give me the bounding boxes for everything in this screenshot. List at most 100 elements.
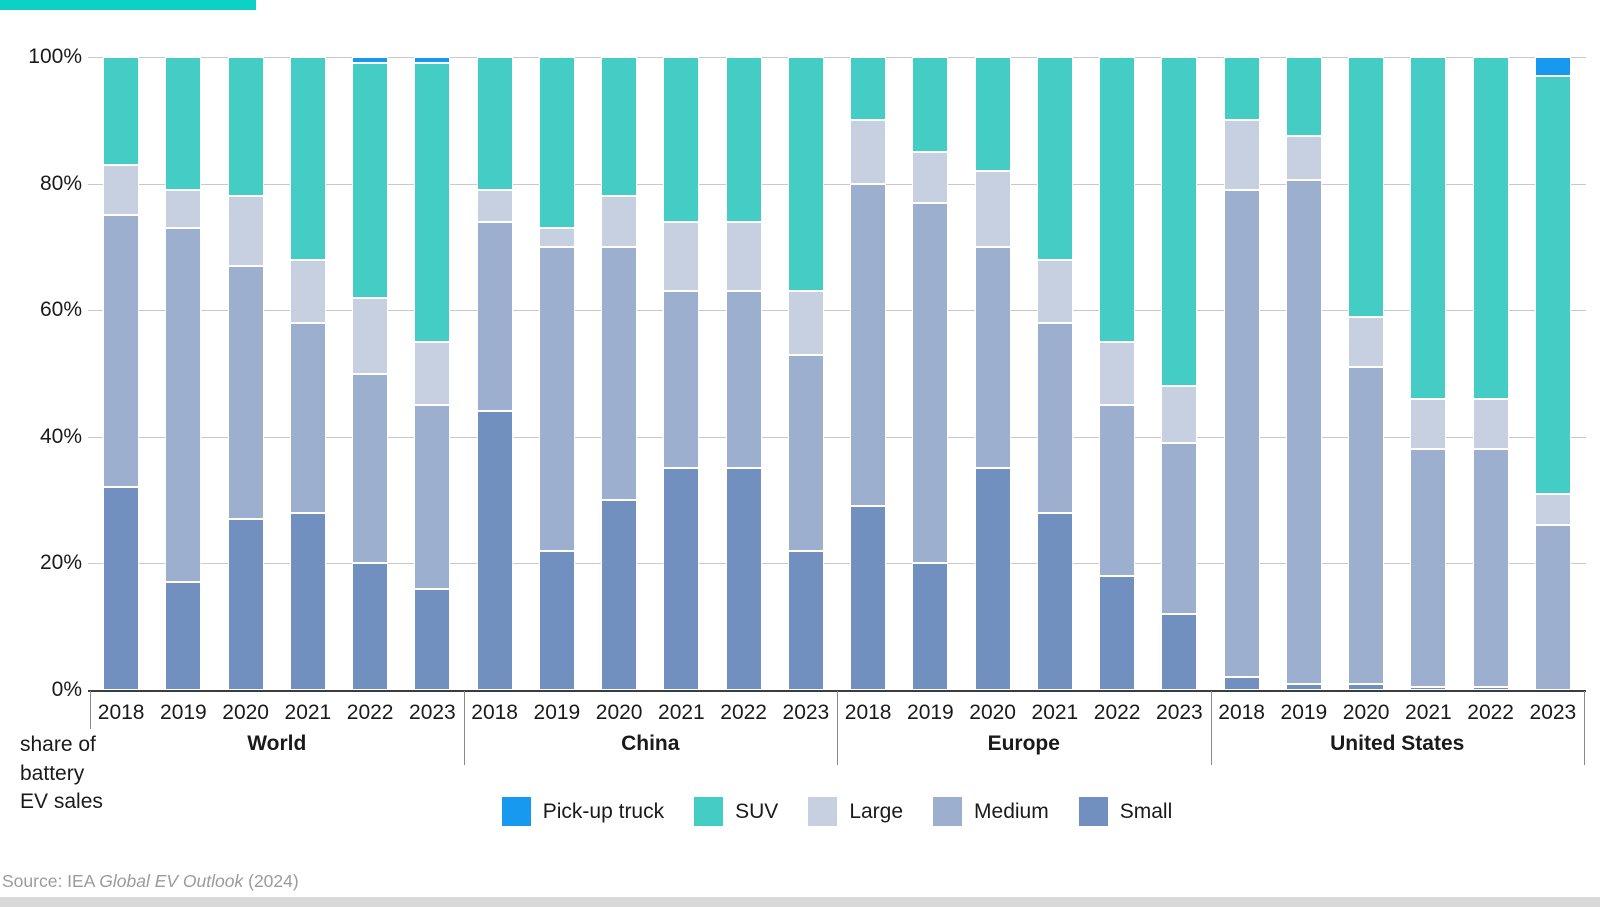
y-tick-label: 40% — [39, 424, 82, 448]
bar-segment-small — [725, 468, 762, 690]
bar-segment-large — [289, 259, 326, 323]
bar-segment-small — [227, 519, 264, 690]
bar-segment-medium — [414, 405, 451, 589]
bar-segment-pick-up-truck — [352, 57, 389, 64]
bar-segment-small — [1348, 683, 1385, 690]
y-tick-label: 0% — [51, 678, 82, 701]
bar-segment-small — [912, 563, 949, 690]
bar-segment-small — [1285, 683, 1322, 690]
bar-china-2018 — [476, 57, 513, 690]
bar-segment-medium — [289, 322, 326, 513]
y-tick-label: 20% — [39, 551, 82, 575]
bar-segment-medium — [1099, 405, 1136, 577]
bar-segment-small — [289, 512, 326, 690]
source-suffix: (2024) — [243, 871, 299, 891]
y-tick-label: 100% — [28, 45, 82, 68]
bar-segment-small — [974, 468, 1011, 690]
bar-segment-small — [1036, 512, 1073, 690]
caption-line: battery — [20, 761, 85, 785]
source-note: Source: IEA Global EV Outlook (2024) — [2, 871, 299, 892]
year-label: 2023 — [782, 701, 830, 724]
bar-segment-large — [1410, 398, 1447, 450]
bar-segment-suv — [1410, 57, 1447, 399]
year-label: 2018 — [1218, 701, 1265, 724]
y-tick-label: 80% — [39, 171, 82, 195]
bar-segment-medium — [1036, 322, 1073, 513]
bar-europe-2021 — [1036, 57, 1073, 690]
bar-segment-suv — [912, 57, 949, 152]
bar-segment-large — [476, 189, 513, 222]
year-label: 2020 — [1342, 701, 1390, 724]
bar-segment-suv — [725, 57, 762, 222]
legend-label: SUV — [735, 799, 779, 823]
bar-united-states-2018 — [1223, 57, 1260, 690]
gridline — [88, 436, 1586, 438]
year-label: 2022 — [1093, 701, 1141, 724]
year-label: 2021 — [284, 701, 332, 724]
y-axis-caption: share of battery EV sales — [20, 731, 103, 817]
bar-segment-pick-up-truck — [1534, 57, 1571, 76]
year-label: 2018 — [844, 701, 892, 724]
bar-segment-large — [1099, 341, 1136, 406]
bar-china-2019 — [538, 57, 575, 690]
gridline — [88, 310, 1586, 312]
legend-label: Medium — [974, 799, 1049, 823]
bar-united-states-2021 — [1410, 57, 1447, 690]
bar-segment-small — [663, 468, 700, 690]
bar-europe-2019 — [912, 57, 949, 690]
bar-world-2018 — [103, 57, 140, 690]
bar-segment-large — [974, 170, 1011, 247]
bar-segment-small — [538, 550, 575, 690]
bar-segment-medium — [974, 246, 1011, 469]
bar-segment-medium — [663, 291, 700, 469]
y-tick-label: 60% — [39, 298, 82, 322]
bar-segment-small — [414, 588, 451, 690]
bar-segment-suv — [601, 57, 638, 197]
source-prefix: Source: IEA — [2, 871, 100, 891]
legend-item-small: Small — [1078, 797, 1172, 826]
bar-united-states-2023 — [1534, 57, 1571, 690]
bar-segment-medium — [787, 354, 824, 551]
bar-segment-suv — [974, 57, 1011, 171]
bar-segment-medium — [1472, 449, 1509, 687]
bar-segment-medium — [165, 227, 202, 583]
bar-segment-pick-up-truck — [414, 57, 451, 64]
bar-world-2019 — [165, 57, 202, 690]
year-label: 2020 — [969, 701, 1016, 724]
bar-segment-suv — [103, 57, 140, 165]
bar-segment-suv — [352, 63, 389, 298]
caption-line: EV sales — [20, 790, 103, 813]
bar-europe-2018 — [850, 57, 887, 690]
group-separator — [1584, 691, 1585, 765]
year-label: 2018 — [97, 701, 145, 724]
bar-segment-suv — [414, 63, 451, 342]
bar-segment-small — [352, 563, 389, 690]
year-label: 2022 — [346, 701, 394, 724]
bar-europe-2020 — [974, 57, 1011, 690]
bar-segment-large — [352, 297, 389, 374]
bar-segment-suv — [1036, 57, 1073, 260]
bar-segment-suv — [1223, 57, 1260, 121]
legend-swatch-small — [1078, 797, 1108, 826]
bar-segment-large — [1161, 386, 1198, 444]
bar-europe-2023 — [1161, 57, 1198, 690]
bar-segment-large — [1472, 398, 1509, 450]
bar-segment-large — [1223, 120, 1260, 190]
bar-segment-large — [787, 291, 824, 355]
bar-segment-large — [912, 151, 949, 203]
bar-segment-medium — [476, 221, 513, 412]
bar-segment-medium — [538, 246, 575, 551]
bar-segment-large — [227, 196, 264, 266]
bar-segment-small — [103, 487, 140, 690]
bar-united-states-2019 — [1285, 57, 1322, 690]
bar-segment-medium — [1410, 449, 1447, 687]
bar-united-states-2022 — [1472, 57, 1509, 690]
footer-strip — [0, 897, 1600, 907]
group-label-world: World — [247, 732, 307, 755]
bar-china-2023 — [787, 57, 824, 690]
bar-world-2023 — [414, 57, 451, 690]
bar-segment-medium — [850, 183, 887, 507]
bar-europe-2022 — [1099, 57, 1136, 690]
bar-segment-small — [1472, 686, 1509, 690]
